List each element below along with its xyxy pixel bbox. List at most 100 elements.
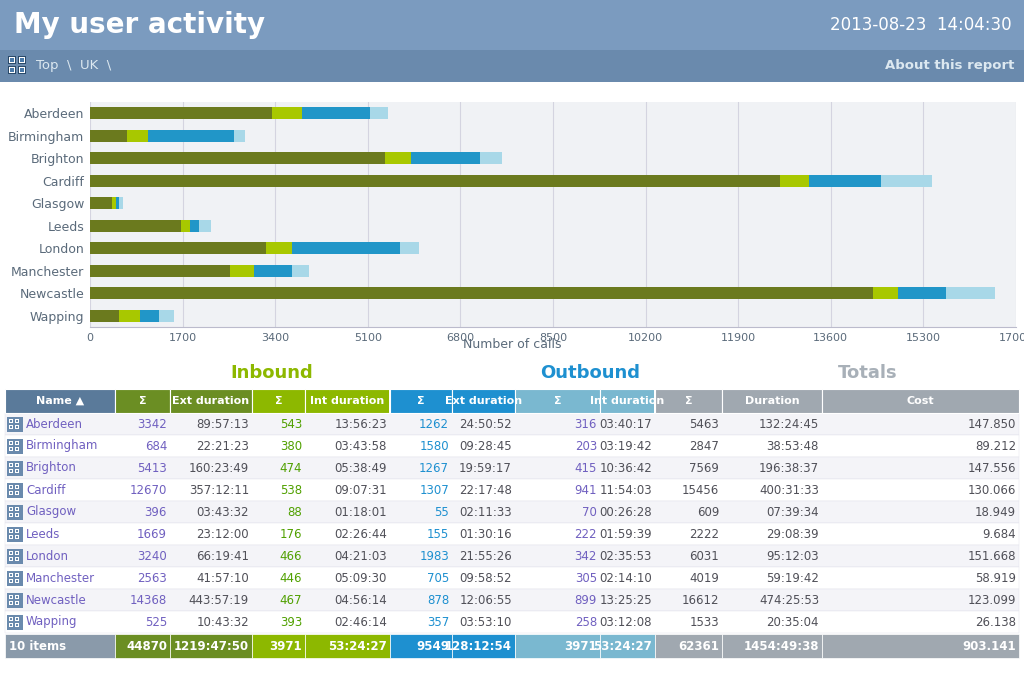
Text: 609: 609 [696,506,719,519]
Bar [5,611,1019,633]
Text: 1219:47:50: 1219:47:50 [174,640,249,652]
Bar [872,287,898,299]
Text: My user activity: My user activity [14,11,265,39]
Text: Brighton: Brighton [26,462,77,475]
Text: 55: 55 [434,506,449,519]
Text: Ext duration: Ext duration [445,396,522,406]
Text: 357: 357 [427,616,449,629]
Text: 123.099: 123.099 [968,594,1016,607]
Text: Ext duration: Ext duration [172,396,250,406]
Bar [722,389,822,413]
Bar [15,557,19,561]
Bar [10,514,12,516]
Text: 1307: 1307 [419,484,449,497]
Bar [452,634,515,658]
Text: 3240: 3240 [137,550,167,563]
Text: 305: 305 [574,572,597,585]
Bar [9,507,13,511]
Bar [16,596,18,598]
Bar [16,558,18,560]
Bar [305,389,390,413]
Text: 03:43:32: 03:43:32 [197,506,249,519]
Bar [5,457,1019,479]
Bar [16,624,18,626]
Bar [515,389,600,413]
Bar [5,567,1019,589]
Bar [15,463,19,467]
Bar [9,447,13,451]
Text: 10:43:32: 10:43:32 [197,616,249,629]
Bar [9,491,13,495]
Text: 1580: 1580 [420,440,449,453]
Bar [0,357,1024,389]
Text: Σ: Σ [138,396,146,406]
Text: 10 items: 10 items [9,640,67,652]
Bar [16,486,18,488]
Text: Number of calls: Number of calls [463,338,561,352]
Text: 132:24:45: 132:24:45 [759,418,819,431]
Bar [9,485,13,489]
Bar [10,420,12,422]
Bar [15,595,19,599]
Text: 03:40:17: 03:40:17 [599,418,652,431]
Bar [15,441,19,445]
Text: Wapping: Wapping [26,616,78,629]
Text: 380: 380 [280,440,302,453]
Bar [600,634,655,658]
Bar [15,601,19,605]
Text: 53:24:27: 53:24:27 [593,640,652,652]
Bar [16,426,18,428]
Text: 357:12:11: 357:12:11 [188,484,249,497]
Text: 2563: 2563 [137,572,167,585]
Bar [119,310,140,322]
Bar [16,618,18,620]
Bar [9,601,13,605]
Bar [898,287,946,299]
Bar [5,479,1019,501]
Bar [10,68,14,72]
Text: 41:57:10: 41:57:10 [197,572,249,585]
Bar [15,447,19,451]
Text: 02:26:44: 02:26:44 [334,528,387,541]
Text: 393: 393 [280,616,302,629]
Bar [411,152,479,164]
Text: 03:43:58: 03:43:58 [335,440,387,453]
Text: Inbound: Inbound [230,364,313,382]
Text: Manchester: Manchester [26,572,95,585]
Text: 2222: 2222 [689,528,719,541]
Text: 684: 684 [144,440,167,453]
Text: 04:56:14: 04:56:14 [334,594,387,607]
Text: 03:12:08: 03:12:08 [599,616,652,629]
Text: 3971: 3971 [269,640,302,652]
Text: Birmingham: Birmingham [26,440,98,453]
Bar [0,50,1024,82]
Text: Name ▲: Name ▲ [36,396,84,406]
Bar [10,618,12,620]
Text: 07:39:34: 07:39:34 [766,506,819,519]
Bar [10,426,12,428]
Bar [170,634,252,658]
Text: 446: 446 [280,572,302,585]
Bar [16,464,18,466]
Bar [90,152,385,164]
Text: 415: 415 [574,462,597,475]
Bar [292,242,400,255]
Text: Int duration: Int duration [310,396,385,406]
Bar [190,219,199,232]
Text: 2847: 2847 [689,440,719,453]
Bar [8,56,16,64]
Bar [452,389,515,413]
Bar [9,463,13,467]
Bar [10,596,12,598]
Bar [15,551,19,555]
Text: 19:59:17: 19:59:17 [459,462,512,475]
Text: 09:07:31: 09:07:31 [335,484,387,497]
Text: 130.066: 130.066 [968,484,1016,497]
Text: 02:11:33: 02:11:33 [460,506,512,519]
Text: 3971: 3971 [564,640,597,652]
Text: 89:57:13: 89:57:13 [197,418,249,431]
Text: 9.684: 9.684 [982,528,1016,541]
Bar [15,529,19,533]
Text: Cost: Cost [906,396,934,406]
Bar [234,129,245,142]
